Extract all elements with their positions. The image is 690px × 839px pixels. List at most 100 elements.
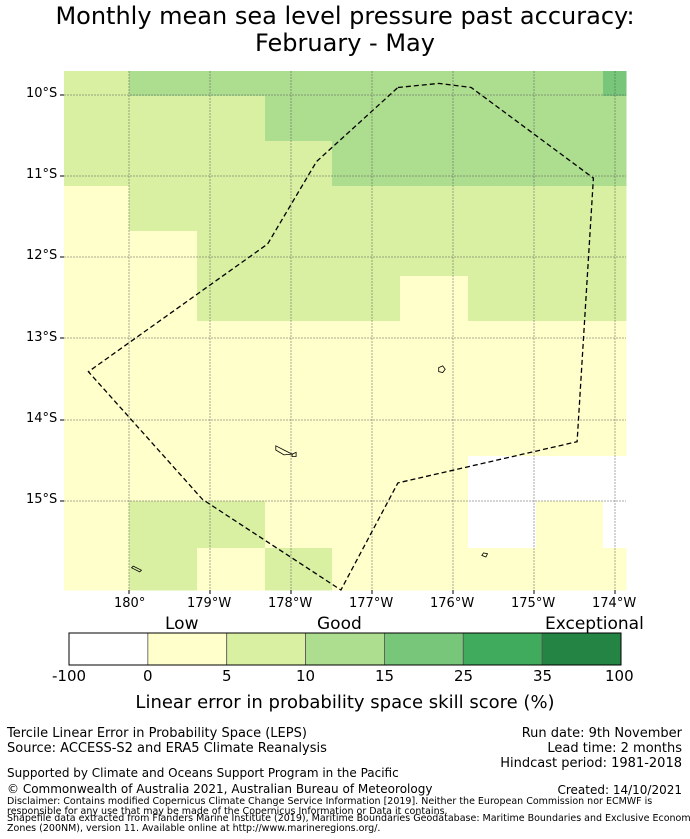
skill-cell (64, 321, 130, 367)
disclaimer-line-4: Zones (200NM), version 11. Available onl… (7, 823, 381, 834)
skill-cell (332, 276, 401, 322)
skill-cell (197, 456, 266, 502)
copyright-text: © Commonwealth of Australia 2021, Austra… (7, 782, 433, 796)
skill-cell (197, 276, 266, 322)
lat-label-10s: 10°S (26, 86, 58, 101)
skill-cell (197, 321, 266, 367)
lat-label-14s: 14°S (26, 411, 58, 426)
title-line-1: Monthly mean sea level pressure past acc… (55, 2, 635, 30)
islands (130, 365, 489, 573)
skill-cell (129, 501, 198, 549)
map-svg (60, 71, 627, 594)
skill-cell (468, 231, 537, 277)
skill-cell (603, 231, 627, 277)
skill-cell (64, 456, 130, 502)
skill-cell (265, 96, 333, 142)
colorbar-tick-minus100: -100 (52, 667, 87, 685)
skill-cell (536, 321, 604, 367)
skill-cell (536, 231, 604, 277)
skill-cell (265, 276, 333, 322)
skill-cell (332, 501, 401, 549)
colorbar-tick-35: 35 (533, 667, 553, 685)
colorbar-swatch (305, 632, 385, 666)
skill-cell (536, 71, 604, 97)
skill-cell (197, 186, 266, 232)
skill-cell (400, 411, 469, 457)
skill-cell (129, 456, 198, 502)
colorbar-swatches (68, 632, 622, 666)
skill-cell (332, 456, 401, 502)
skill-cell (468, 501, 537, 549)
skill-cell (265, 548, 333, 591)
skill-cell (197, 96, 266, 142)
lon-label-179w: 179°W (187, 596, 232, 611)
skill-cell (400, 501, 469, 549)
skill-cell (536, 411, 604, 457)
colorbar-label: Linear error in probability space skill … (135, 692, 555, 713)
colorbar-category-exceptional: Exceptional (545, 614, 644, 634)
skill-cell (332, 411, 401, 457)
skill-cell (468, 186, 537, 232)
skill-cell (64, 141, 130, 187)
skill-cell (468, 456, 537, 502)
created-text: Created: 14/10/2021 (557, 783, 682, 797)
skill-cell (536, 276, 604, 322)
skill-cell (536, 96, 604, 142)
skill-cell (64, 501, 130, 549)
skill-cell (129, 141, 198, 187)
skill-cell (603, 321, 627, 367)
skill-cell (64, 366, 130, 412)
lat-label-12s: 12°S (26, 248, 58, 263)
colorbar-swatch (226, 632, 306, 666)
skill-cell (64, 548, 130, 591)
lat-label-15s: 15°S (26, 492, 58, 507)
source-text: Source: ACCESS-S2 and ERA5 Climate Reana… (7, 741, 327, 756)
colorbar-tick-25: 25 (454, 667, 474, 685)
skill-cell (197, 231, 266, 277)
skill-cell (197, 141, 266, 187)
graticule (60, 71, 626, 594)
skill-cell (64, 71, 130, 97)
colorbar-tick-0: 0 (143, 667, 153, 685)
lon-label-176w: 176°W (430, 596, 475, 611)
run-date-text: Run date: 9th November (521, 726, 682, 741)
skill-cell (64, 96, 130, 142)
skill-cell (129, 276, 198, 322)
skill-cell (468, 366, 537, 412)
colorbar-tick-15: 15 (375, 667, 395, 685)
skill-cell (603, 276, 627, 322)
skill-cell (400, 96, 469, 142)
skill-cell (400, 231, 469, 277)
disclaimer-line-3: Shapefile data extracted from Flanders M… (7, 813, 690, 824)
lat-label-13s: 13°S (26, 330, 58, 345)
skill-cell (603, 411, 627, 457)
skill-cell (129, 548, 198, 591)
skill-grid (64, 71, 627, 591)
colorbar-swatch (384, 632, 464, 666)
skill-cell (197, 501, 266, 549)
disclaimer-line-2: responsible for any use that may be made… (7, 806, 448, 817)
skill-cell (129, 71, 198, 97)
colorbar-tick-5: 5 (222, 667, 232, 685)
skill-cell (332, 71, 401, 97)
skill-cell (468, 321, 537, 367)
skill-cell (536, 186, 604, 232)
skill-cell (603, 366, 627, 412)
skill-cell (468, 96, 537, 142)
skill-cell (197, 366, 266, 412)
skill-cell (400, 548, 469, 591)
skill-cell (603, 96, 627, 142)
island-niuafo-ou (438, 365, 446, 373)
skill-cell (197, 71, 266, 97)
colorbar-category-good: Good (317, 614, 362, 634)
lon-label-177w: 177°W (349, 596, 394, 611)
skill-cell (603, 186, 627, 232)
skill-cell (332, 231, 401, 277)
colorbar-swatch (462, 632, 543, 666)
disclaimer-line-1: Disclaimer: Contains modified Copernicus… (7, 796, 653, 807)
lead-time-text: Lead time: 2 months (547, 741, 682, 756)
skill-cell (536, 366, 604, 412)
skill-cell (400, 276, 469, 322)
skill-cell (265, 501, 333, 549)
island-west-islet (130, 565, 143, 573)
